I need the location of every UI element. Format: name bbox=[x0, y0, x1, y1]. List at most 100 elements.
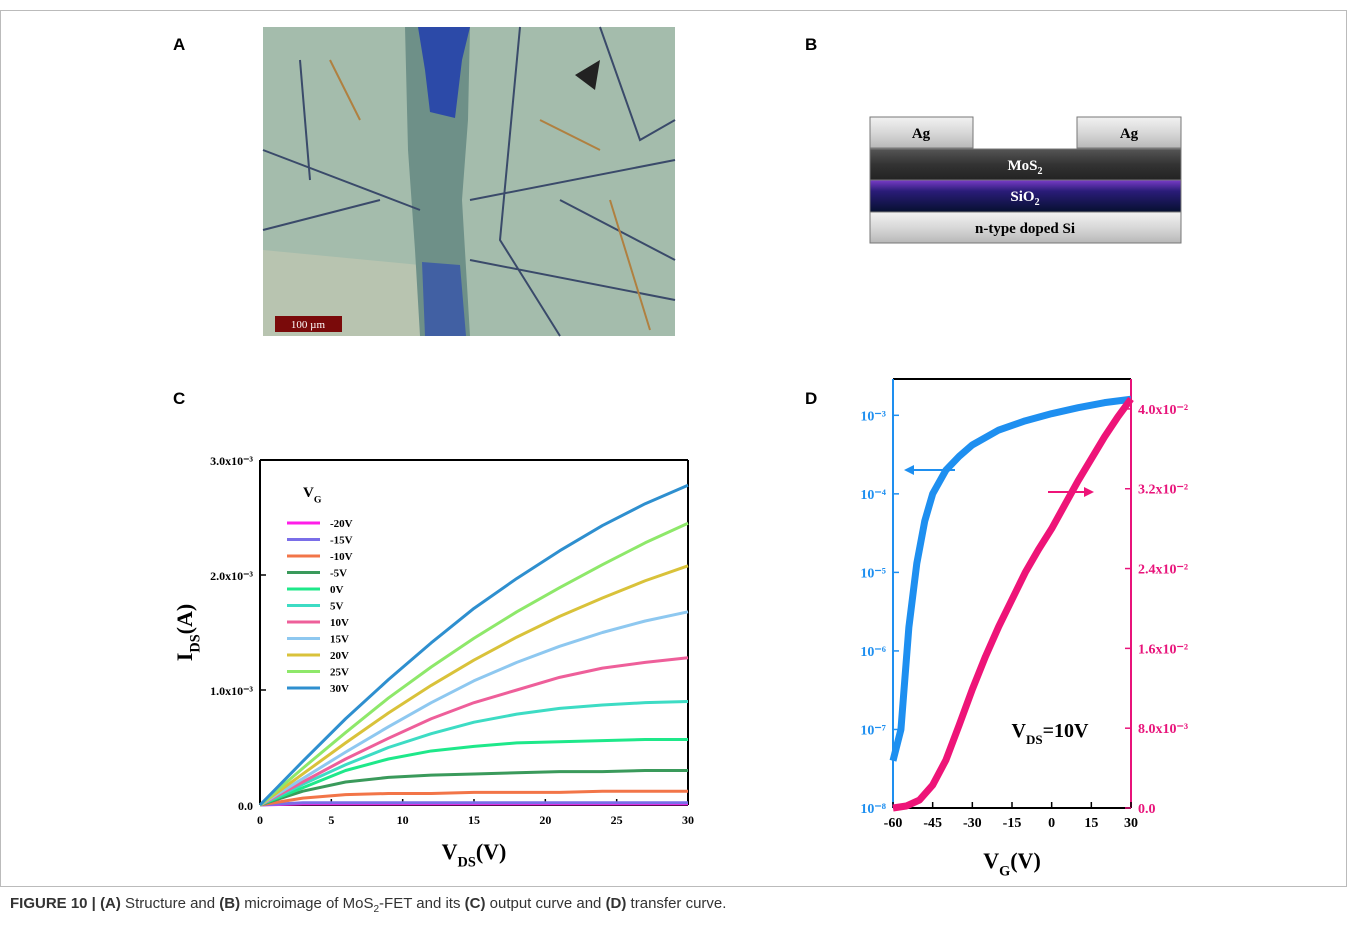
annotation-sub: DS bbox=[1026, 732, 1043, 747]
layer-label-main: SiO bbox=[1010, 189, 1034, 205]
caption: FIGURE 10 | (A) Structure and (B) microi… bbox=[10, 895, 726, 915]
x-tick-label: 25 bbox=[611, 813, 623, 827]
caption-part: microimage of MoS bbox=[240, 895, 373, 912]
series-line bbox=[259, 769, 688, 807]
x-axis-label-main: V bbox=[442, 839, 458, 864]
series-line bbox=[259, 700, 689, 807]
caption-part: 2 bbox=[373, 904, 379, 915]
legend-label: 20V bbox=[330, 650, 349, 662]
caption-part: transfer curve. bbox=[626, 895, 726, 912]
series-line bbox=[259, 789, 688, 807]
y-tick-label: 0.0 bbox=[238, 799, 253, 813]
x-tick-label: 0 bbox=[257, 813, 263, 827]
caption-part: FIGURE 10 | bbox=[10, 895, 100, 912]
y-tick-label: 10⁻⁴ bbox=[860, 488, 886, 503]
annotation-main: V bbox=[1012, 720, 1027, 742]
x-tick-label: 15 bbox=[1084, 816, 1098, 831]
series-line bbox=[259, 801, 688, 807]
x-axis-label-sub: DS bbox=[458, 855, 476, 871]
y2-tick-label: 4.0x10⁻² bbox=[1138, 403, 1188, 418]
x-axis-label: VG(V) bbox=[983, 848, 1041, 880]
series-line bbox=[889, 395, 1132, 762]
legend-label: -5V bbox=[330, 568, 347, 580]
x-tick-label: 0 bbox=[1048, 816, 1055, 831]
x-tick-label: 10 bbox=[397, 813, 409, 827]
caption-part: output curve and bbox=[485, 895, 605, 912]
x-tick-label: -45 bbox=[923, 816, 942, 831]
series-line bbox=[258, 483, 689, 807]
y-axis-label-main: I bbox=[172, 653, 197, 662]
series-line bbox=[259, 656, 689, 807]
y-tick-label: 10⁻⁶ bbox=[860, 645, 886, 660]
layer-label: SiO2 bbox=[1010, 189, 1039, 208]
legend-label: 15V bbox=[330, 634, 349, 646]
panel-label: B bbox=[805, 35, 817, 54]
legend-label: 10V bbox=[330, 617, 349, 629]
x-tick-label: 20 bbox=[539, 813, 551, 827]
legend-label: 30V bbox=[330, 683, 349, 695]
x-axis-label-tail: (V) bbox=[1010, 848, 1041, 873]
legend-label: -20V bbox=[330, 518, 353, 530]
series-line bbox=[259, 564, 689, 807]
legend-title-sub: G bbox=[314, 494, 322, 505]
x-tick-label: -60 bbox=[884, 816, 903, 831]
y-tick-label: 10⁻⁸ bbox=[860, 802, 886, 817]
layer-label-sub: 2 bbox=[1038, 166, 1043, 177]
caption-part: Structure and bbox=[121, 895, 219, 912]
series-line bbox=[259, 610, 689, 807]
y-tick-label: 10⁻³ bbox=[860, 409, 886, 424]
y-tick-label: 3.0x10⁻³ bbox=[210, 454, 253, 468]
y-axis-label: IDS(A) bbox=[172, 604, 204, 661]
x-tick-label: 30 bbox=[1124, 816, 1138, 831]
x-axis-label-sub: G bbox=[999, 864, 1010, 880]
x-axis-label-main: V bbox=[983, 848, 999, 873]
layer-label: Ag bbox=[912, 126, 931, 142]
y2-tick-label: 3.2x10⁻² bbox=[1138, 483, 1188, 498]
legend-label: 25V bbox=[330, 667, 349, 679]
x-axis-label-tail: (V) bbox=[476, 839, 507, 864]
x-tick-label: -15 bbox=[1003, 816, 1022, 831]
legend-label: 5V bbox=[330, 601, 344, 613]
caption-part: (D) bbox=[606, 895, 627, 912]
panel-label: A bbox=[173, 35, 185, 54]
y-tick-label: 1.0x10⁻³ bbox=[210, 684, 253, 698]
y2-tick-label: 0.0 bbox=[1138, 802, 1156, 817]
arrows bbox=[904, 465, 1094, 497]
legend-label: -15V bbox=[330, 535, 353, 547]
y2-tick-label: 2.4x10⁻² bbox=[1138, 563, 1188, 578]
annotation-tail: =10V bbox=[1043, 720, 1089, 742]
y-axis-label-tail: (A) bbox=[172, 604, 197, 635]
x-tick-label: 5 bbox=[328, 813, 334, 827]
caption-part: -FET and its bbox=[379, 895, 465, 912]
x-tick-label: -30 bbox=[963, 816, 982, 831]
layer-label: Ag bbox=[1120, 126, 1139, 142]
y-tick-label: 2.0x10⁻³ bbox=[210, 569, 253, 583]
layer-label-main: MoS bbox=[1008, 158, 1038, 174]
y-tick-label: 10⁻⁵ bbox=[860, 566, 886, 581]
caption-part: (A) bbox=[100, 895, 121, 912]
y-axis-label-sub: DS bbox=[188, 634, 204, 652]
legend-label: 0V bbox=[330, 584, 344, 596]
scale-bar: 100 µm bbox=[291, 319, 326, 331]
y2-tick-label: 1.6x10⁻² bbox=[1138, 642, 1188, 657]
layer-label: MoS2 bbox=[1008, 158, 1043, 177]
legend-title: VG bbox=[303, 485, 322, 505]
legend-label: -10V bbox=[330, 551, 353, 563]
x-tick-label: 15 bbox=[468, 813, 480, 827]
figure-border bbox=[0, 10, 1347, 887]
caption-part: (B) bbox=[219, 895, 240, 912]
layer-label: n-type doped Si bbox=[975, 221, 1075, 237]
caption-part: (C) bbox=[465, 895, 486, 912]
y2-tick-label: 8.0x10⁻³ bbox=[1138, 722, 1188, 737]
annotation: VDS=10V bbox=[1012, 720, 1089, 747]
y-tick-label: 10⁻⁷ bbox=[860, 723, 886, 738]
layer-label-sub: 2 bbox=[1035, 197, 1040, 208]
micrograph: 100 µm bbox=[262, 26, 676, 337]
series-line bbox=[259, 737, 688, 807]
layer-diagram: Ag Ag MoS2 SiO2 n-type doped Si bbox=[869, 116, 1182, 244]
x-tick-label: 30 bbox=[682, 813, 694, 827]
panel-label: D bbox=[805, 389, 817, 408]
series-line bbox=[259, 521, 689, 807]
